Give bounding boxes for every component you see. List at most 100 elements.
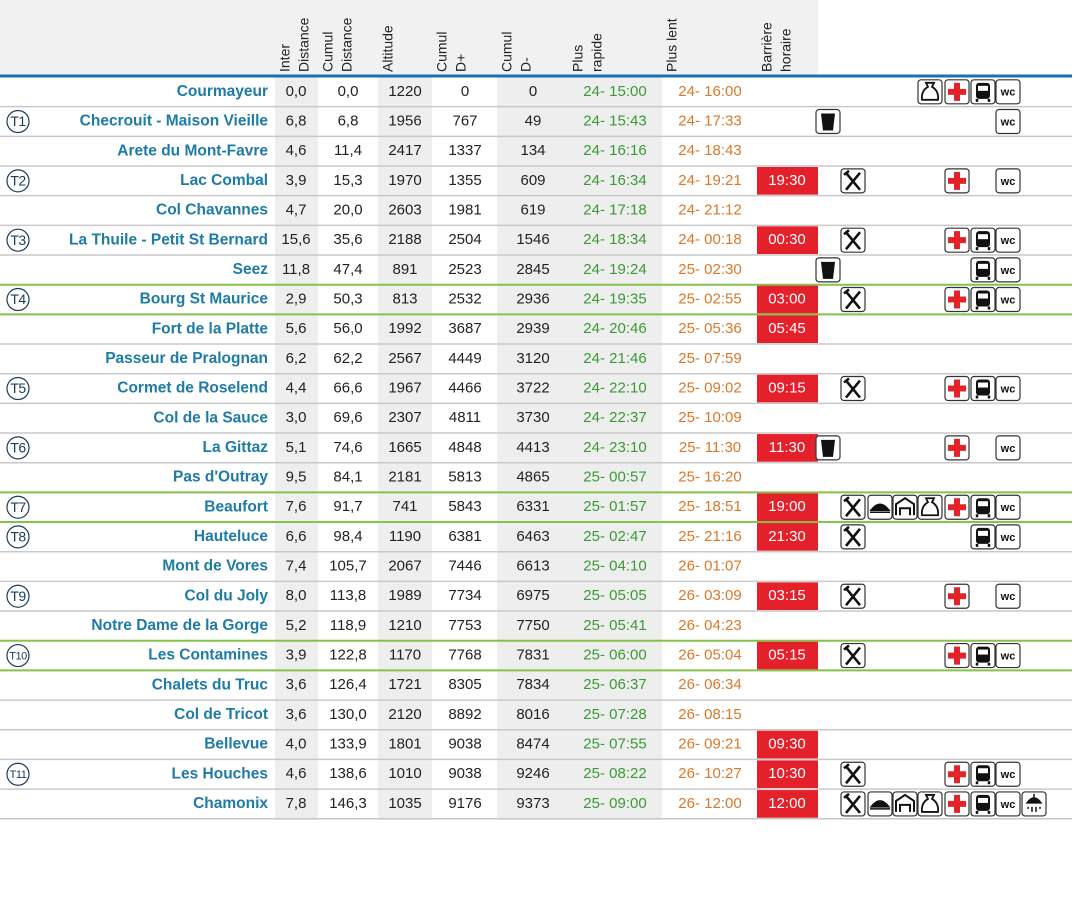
cell-slow: 25- 05:36: [678, 320, 741, 337]
cell-alt: 1190: [389, 528, 421, 545]
fork-shape: [843, 377, 862, 399]
cell-fast: 25- 01:57: [583, 498, 646, 515]
icon-fork: [840, 375, 866, 402]
cell-cumul: 66,6: [333, 380, 362, 397]
dish-shape: [869, 503, 891, 513]
cell-cumul: 126,4: [329, 676, 367, 693]
cell-inter: 7,6: [286, 498, 307, 515]
stage-badge: [6, 287, 30, 312]
cell-dminus: 2845: [516, 261, 549, 278]
barrier-cell: [757, 730, 818, 759]
barrier-time: 21:30: [768, 528, 806, 545]
stage-tag: T8: [10, 529, 26, 545]
cell-alt: 1220: [388, 83, 421, 100]
cell-dminus: 8016: [516, 706, 549, 723]
cell-slow: 25- 11:30: [679, 439, 741, 456]
barrier-cell: [757, 493, 818, 522]
bus-wheels: [975, 810, 991, 814]
barrier-time: 19:00: [768, 498, 806, 515]
cell-fast: 25- 08:22: [583, 765, 646, 782]
checkpoint-name: Les Contamines: [148, 647, 268, 664]
bus-window: [978, 85, 988, 91]
cell-dplus: 4848: [448, 439, 481, 456]
cup-shape: [821, 261, 835, 279]
cell-dminus: 4413: [516, 439, 549, 456]
cell-slow: 25- 18:51: [678, 498, 741, 515]
icon-frame: [995, 257, 1021, 283]
fork-shape: [843, 525, 862, 547]
cell-dplus: 1981: [448, 201, 481, 218]
icon-frame: [995, 79, 1021, 105]
wc-label: wc: [1000, 502, 1016, 514]
wc-label: wc: [1000, 294, 1016, 306]
checkpoint-name: Hauteluce: [194, 528, 268, 545]
icon-fork: [840, 494, 866, 520]
cell-cumul: 74,6: [333, 439, 362, 456]
cell-dplus: 9038: [448, 765, 481, 782]
icon-frame: [995, 494, 1021, 520]
cell-alt: 1956: [388, 112, 421, 129]
cup-shape: [821, 113, 835, 131]
cell-fast: 24- 15:00: [583, 83, 646, 100]
column-shade: [568, 76, 662, 820]
cell-fast: 25- 02:47: [583, 528, 646, 545]
icon-cross: [944, 791, 970, 817]
column-header: horaire: [778, 28, 794, 72]
cross-shape: [948, 498, 966, 517]
cross-shape: [948, 438, 966, 457]
cell-dminus: 8474: [516, 736, 549, 753]
cell-fast: 25- 06:00: [583, 647, 646, 664]
cell-fast: 25- 05:05: [583, 587, 646, 604]
cell-dplus: 4811: [449, 409, 481, 426]
stage-tag: T1: [10, 113, 26, 129]
icon-fork: [840, 761, 866, 787]
barrier-cell: [757, 315, 818, 344]
icon-fork: [840, 227, 866, 253]
cell-inter: 4,4: [286, 380, 307, 397]
barrier-time: 11:30: [769, 439, 805, 456]
icon-wc: wc: [995, 642, 1021, 669]
shower-shape: [1025, 793, 1043, 812]
stage-badge: [6, 584, 30, 608]
bus-wheels: [975, 781, 991, 785]
cell-fast: 24- 20:46: [583, 320, 646, 337]
cell-inter: 3,6: [286, 676, 307, 693]
cell-alt: 1970: [388, 172, 421, 189]
cell-inter: 6,8: [286, 112, 307, 129]
icon-frame: [995, 286, 1021, 313]
cell-cumul: 105,7: [329, 558, 367, 575]
icon-bus: [970, 761, 996, 787]
stage-badge: [6, 525, 30, 549]
column-shade: [378, 76, 432, 820]
cross-shape: [948, 290, 966, 309]
cell-inter: 3,6: [286, 706, 307, 723]
checkpoint-name: La Gittaz: [203, 439, 269, 456]
cell-dplus: 2523: [448, 261, 481, 278]
bus-wheels: [975, 395, 991, 399]
icon-cup: [815, 108, 841, 135]
cell-alt: 1665: [388, 439, 421, 456]
barrier-time: 00:30: [768, 231, 806, 248]
icon-bus: [970, 494, 996, 520]
icon-frame: [995, 108, 1021, 135]
wc-label: wc: [1000, 116, 1016, 128]
cell-cumul: 122,8: [329, 647, 367, 664]
cell-slow: 24- 00:18: [678, 231, 741, 248]
cell-cumul: 84,1: [333, 469, 362, 486]
wc-label: wc: [1000, 799, 1016, 811]
cell-cumul: 35,6: [333, 231, 362, 248]
icon-frame: [995, 791, 1021, 817]
cell-dplus: 8892: [448, 706, 481, 723]
stage-badge: [6, 495, 30, 519]
icon-wc: wc: [995, 583, 1021, 609]
icon-frame: [917, 791, 943, 817]
icon-cross: [944, 227, 970, 253]
icon-wc: wc: [995, 286, 1021, 313]
cell-dplus: 2504: [448, 231, 481, 248]
cell-cumul: 130,0: [329, 706, 367, 723]
checkpoint-name: Pas d'Outray: [173, 469, 268, 486]
fork-shape: [843, 496, 862, 518]
icon-fork: [840, 791, 866, 817]
cell-cumul: 146,3: [329, 795, 367, 812]
cross-shape: [948, 379, 966, 398]
